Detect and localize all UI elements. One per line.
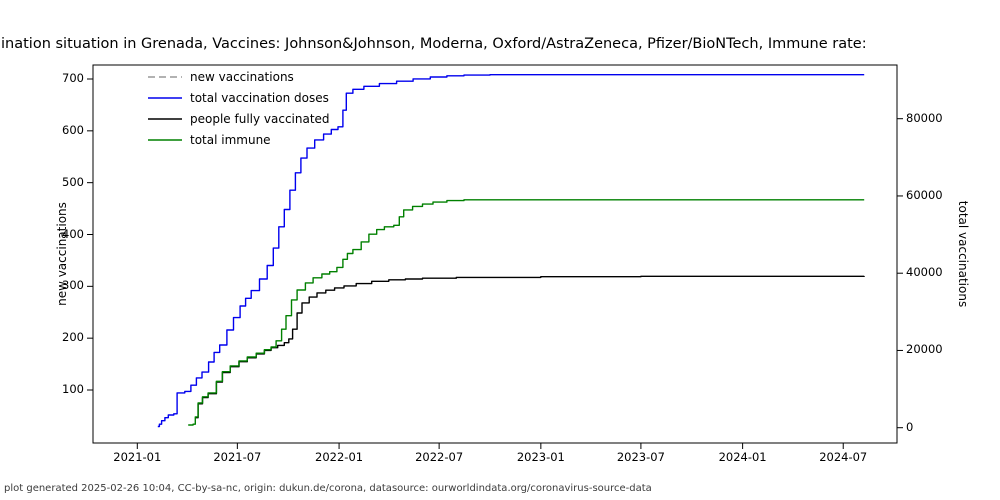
y-right-tick-label: 40000 <box>906 265 943 280</box>
legend-line-sample <box>148 75 182 78</box>
plot-border <box>92 64 898 444</box>
y-left-tick-label: 100 <box>62 382 84 396</box>
legend-item-new-vaccinations: new vaccinations <box>148 66 330 87</box>
legend-item-total-immune: total immune <box>148 129 330 150</box>
y-right-tick-label: 20000 <box>906 342 943 357</box>
y-right-tick-label: 80000 <box>906 110 943 125</box>
legend: new vaccinations total vaccination doses p… <box>148 66 330 150</box>
legend-line-sample <box>148 117 182 120</box>
y-right-tick-label: 60000 <box>906 187 943 202</box>
data-series-lines <box>157 74 865 428</box>
legend-line-sample <box>148 138 182 141</box>
y-left-tick-label: 400 <box>62 226 84 241</box>
legend-line-sample <box>148 96 182 99</box>
legend-label: total immune <box>190 132 271 147</box>
x-tick-label: 2024-07 <box>819 450 868 464</box>
y-left-tick-label: 300 <box>62 278 84 293</box>
legend-label: new vaccinations <box>190 69 294 84</box>
y-axis-right-title: total vaccinations <box>956 200 970 308</box>
x-tick-label: 2021-01 <box>113 450 162 464</box>
y-left-tick-label: 600 <box>62 122 84 137</box>
footer-attribution: plot generated 2025-02-26 10:04, CC-by-s… <box>4 483 652 494</box>
axis-tick-marks <box>87 78 903 449</box>
legend-item-people-fully-vaccinated: people fully vaccinated <box>148 108 330 129</box>
x-tick-label: 2021-07 <box>213 450 262 464</box>
legend-label: people fully vaccinated <box>190 111 330 126</box>
x-tick-label: 2024-01 <box>718 450 767 464</box>
series-line-people-fully-vaccinated <box>195 275 865 419</box>
y-right-tick-label: 0 <box>906 419 914 434</box>
series-line-total-vaccination-doses <box>157 74 865 428</box>
x-tick-label: 2022-01 <box>315 450 364 464</box>
legend-label: total vaccination doses <box>190 90 329 105</box>
x-tick-label: 2023-01 <box>516 450 565 464</box>
y-left-tick-label: 700 <box>62 71 84 85</box>
x-tick-label: 2022-07 <box>415 450 464 464</box>
y-left-tick-label: 500 <box>62 174 84 189</box>
x-tick-label: 2023-07 <box>616 450 665 464</box>
y-left-tick-label: 200 <box>62 330 84 345</box>
chart-title: ination situation in Grenada, Vaccines: … <box>1 36 867 52</box>
legend-item-total-vaccination-doses: total vaccination doses <box>148 87 330 108</box>
series-line-total-immune <box>188 199 865 426</box>
